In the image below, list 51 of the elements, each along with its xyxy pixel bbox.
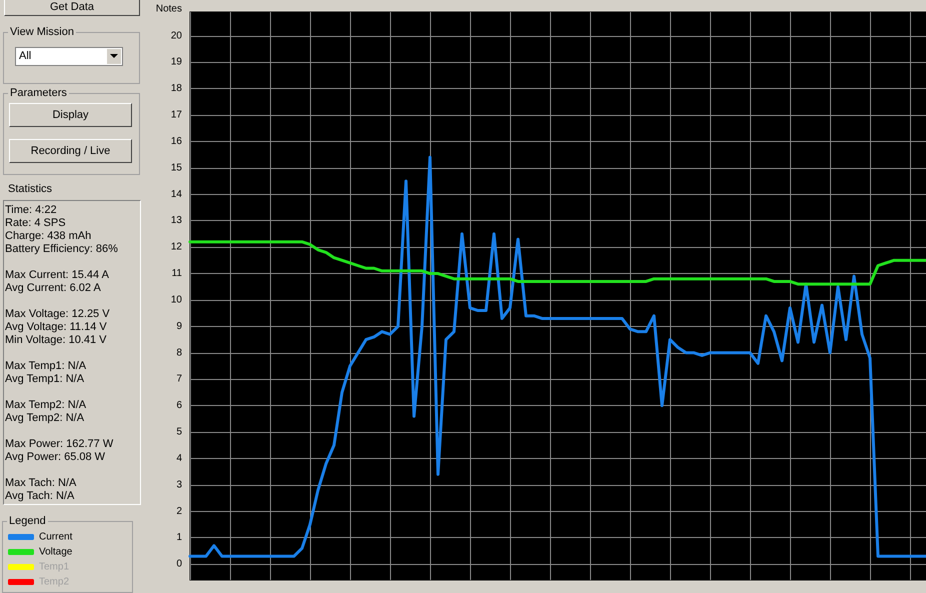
display-button: Display: [9, 103, 132, 127]
legend-label: Current: [39, 532, 73, 542]
text: Statistics: [8, 183, 52, 195]
legend-title: Legend: [7, 515, 48, 527]
text: Avg Temp1: N/A: [5, 373, 84, 385]
y-tick-label: 4: [176, 452, 182, 464]
line-series: [188, 240, 926, 286]
y-tick-label: 12: [170, 242, 182, 253]
y-tick-label: 13: [170, 215, 182, 226]
y-tick-label: 8: [176, 347, 182, 358]
y-tick-label: 2: [176, 506, 182, 517]
text: Avg Current: 6.02 A: [5, 282, 101, 294]
text: Max Temp1: N/A: [5, 360, 86, 372]
y-tick-label: 14: [170, 188, 182, 200]
y-tick-label: 17: [170, 110, 182, 121]
text: Parameters: [8, 87, 69, 99]
get-data-button: Get Data: [4, 0, 140, 16]
text: Max Temp2: N/A: [5, 399, 86, 411]
y-axis-title: Notes: [156, 4, 182, 14]
y-tick-label: 11: [172, 268, 182, 280]
y-tick-label: 7: [176, 374, 182, 385]
text: Charge: 438 mAh: [5, 230, 92, 242]
text: Time: 4:22: [5, 204, 57, 216]
text: Max Power: 162.77 W: [5, 438, 114, 450]
y-tick-label: 20: [170, 30, 182, 42]
text: Avg Power: 65.08 W: [5, 451, 106, 463]
y-tick-label: 5: [176, 426, 182, 438]
y-tick-label: 15: [170, 162, 182, 174]
text: Avg Voltage: 11.14 V: [5, 321, 107, 333]
mission-dropdown: All: [15, 47, 123, 66]
text: View Mission: [8, 26, 76, 38]
text: Avg Tach: N/A: [5, 490, 74, 502]
legend-label: Voltage: [39, 546, 73, 558]
line-series: [188, 156, 926, 558]
recording-button: Recording / Live: [9, 139, 132, 163]
text: Max Current: 15.44 A: [5, 269, 109, 281]
y-tick-label: 6: [176, 400, 182, 412]
y-tick-label: 0: [176, 558, 182, 570]
y-tick-label: 16: [170, 136, 182, 147]
text: Battery Efficiency: 86%: [5, 243, 118, 255]
text: Rate: 4 SPS: [5, 217, 66, 229]
y-tick-label: 18: [170, 83, 182, 94]
text: Max Voltage: 12.25 V: [5, 308, 110, 320]
text: Max Tach: N/A: [5, 477, 76, 489]
y-tick-label: 10: [170, 294, 182, 306]
y-tick-label: 19: [170, 56, 182, 68]
text: Avg Temp2: N/A: [5, 412, 84, 424]
y-tick-label: 1: [176, 532, 182, 544]
text: Min Voltage: 10.41 V: [5, 334, 107, 346]
y-tick-label: 9: [176, 320, 182, 332]
y-tick-label: 3: [176, 479, 182, 490]
